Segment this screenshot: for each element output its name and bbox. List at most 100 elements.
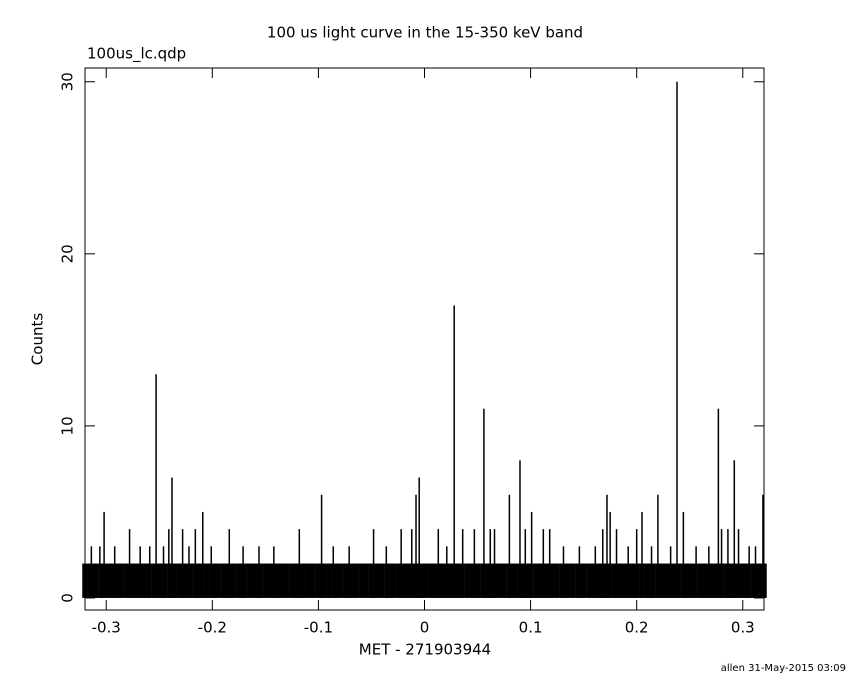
bar [737,529,740,598]
bar [161,563,168,598]
bar [591,563,597,598]
bar [98,563,104,598]
bar [168,529,170,598]
bar [172,563,178,598]
bar [657,494,659,598]
bar [181,529,184,598]
y-tick-label: 30 [59,72,77,91]
bar [151,563,157,598]
bar [348,546,350,598]
bar [418,477,420,598]
bar [627,546,629,598]
bar [727,529,729,598]
bar [496,563,502,598]
bar [682,511,685,598]
bar [623,563,629,598]
bar [92,563,99,598]
bar [156,563,163,598]
bar [119,563,125,598]
bar [548,529,551,598]
bar [717,408,720,598]
bar [129,563,136,598]
bar [400,529,402,598]
bar [618,563,624,598]
bar [448,563,454,598]
bar [90,546,93,598]
bar [135,563,141,598]
bar [415,494,417,598]
bar [198,563,205,598]
x-tick-label: -0.1 [304,619,333,637]
bar [750,563,757,598]
bar [702,563,709,598]
bar [580,563,587,598]
bar [601,529,604,598]
bar [283,563,290,598]
bar [103,511,105,598]
bar [128,529,131,598]
bar [729,563,735,598]
bar [389,563,396,598]
chart-subtitle: 100us_lc.qdp [87,45,186,64]
bar [262,563,269,598]
bar [289,563,295,598]
bar [442,563,449,598]
bar [210,546,213,598]
bar [193,563,200,598]
bar [171,477,173,598]
bar [273,546,275,598]
bar [538,563,544,598]
bar [99,546,101,598]
bar [570,563,576,598]
bar [278,563,285,598]
bar [606,494,608,598]
bar [155,374,157,598]
bar [527,563,534,598]
bar [686,563,693,598]
bar [139,546,141,598]
bar [660,563,666,598]
bar [644,563,651,598]
bar [257,563,263,598]
bar [331,563,338,598]
bar [533,563,539,598]
bar [332,546,335,598]
bar [225,563,231,598]
bar [374,563,380,598]
bar [379,563,385,598]
bar [602,563,608,598]
bar [258,546,260,598]
x-tick-label: 0.1 [519,619,543,637]
bar [188,546,190,598]
bar [453,305,455,598]
bar [761,563,767,598]
bar [202,511,204,598]
bar [697,563,704,598]
bar [315,563,322,598]
bar [204,563,210,598]
bar [740,563,746,598]
bar [188,563,194,598]
bar [665,563,672,598]
bar [395,563,401,598]
bar [745,563,751,598]
bar [236,563,242,598]
x-tick-label: 0.3 [731,619,755,637]
bar [194,529,197,598]
bar [432,563,438,598]
bar [485,563,491,598]
bar [108,563,115,598]
bar [530,511,533,598]
bar [511,563,518,598]
bar [461,529,464,598]
bar [220,563,226,598]
bar [543,563,550,598]
y-tick-label: 20 [59,244,77,263]
bar [437,529,440,598]
bar [609,511,611,598]
bar [87,563,94,598]
bar [695,546,697,598]
bar [594,546,597,598]
footer: allen 31-May-2015 03:09 [721,663,846,674]
bar [252,563,258,598]
